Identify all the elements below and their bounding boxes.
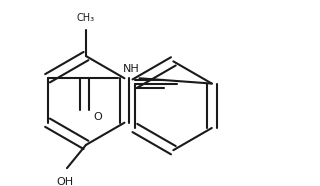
Text: NH: NH [123,64,139,74]
Text: O: O [93,112,102,122]
Text: CH₃: CH₃ [77,13,95,23]
Text: OH: OH [56,177,73,186]
